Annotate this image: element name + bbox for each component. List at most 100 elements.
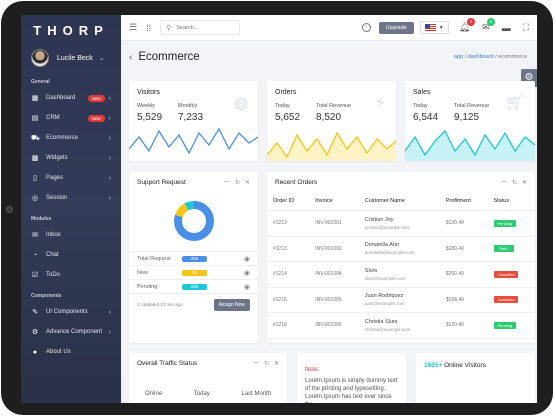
profit-amount: $120.40 <box>439 210 488 237</box>
search-icon: ⚲ <box>166 24 172 32</box>
sales-today-value: 6,544 <box>413 112 439 123</box>
sidebar-item-label: Inbox <box>46 232 61 238</box>
visitors-sparkline <box>129 127 258 155</box>
search-box[interactable]: ⚲ <box>160 20 241 35</box>
info-icon[interactable]: i <box>361 23 371 32</box>
sidebar-item-advance-component[interactable]: ⚙ Advance Component › <box>21 322 121 342</box>
sidebar-item-todo[interactable]: ☑ ToDo <box>21 265 121 285</box>
sidebar-item-ui-components[interactable]: ✎ UI Components › <box>21 302 121 322</box>
back-arrow-icon[interactable]: ‹ <box>129 51 133 63</box>
new-badge: New <box>87 94 105 102</box>
sidebar-item-crm[interactable]: ▤ CRM New › <box>21 108 121 128</box>
breadcrumb: app / dashboard / ecommerce <box>453 54 527 60</box>
breadcrumb-app[interactable]: app <box>453 54 464 60</box>
apps-grid-icon[interactable]: ⁞⁞ <box>146 22 152 33</box>
assign-now-button[interactable]: Assign Now <box>213 298 250 311</box>
sidebar-item-widgets[interactable]: ▩ Widgets › <box>21 148 121 168</box>
minimize-icon[interactable]: — <box>252 360 259 366</box>
table-row[interactable]: #1213 INV-001002 Donatella Arin donatella@e… <box>267 236 535 262</box>
lightning-icon: ⚡︎ <box>374 95 386 112</box>
traffic-today-label: Today <box>193 391 210 397</box>
table-row[interactable]: #1216 INV-001006 Christia Slurs christia@ex… <box>267 312 535 339</box>
sidebar-item-label: About Us <box>46 349 71 355</box>
orders-today-value: 5,652 <box>275 112 301 123</box>
top-bar: ☰ ⁞⁞ ⚲ i Upgrade ▼ 🔔︎ 2 <box>121 15 537 41</box>
notification-count-badge: 2 <box>467 18 476 26</box>
support-row-label: New <box>137 269 149 276</box>
table-row[interactable]: #1215 INV-001005 Juan Rodriquez juan@exampl… <box>267 287 535 313</box>
customer-email: cristian@example.com <box>364 224 411 230</box>
user-profile[interactable]: Lucile Beck ⌄ <box>21 45 121 71</box>
sales-revenue-value: 9,125 <box>454 112 480 123</box>
sales-title: Sales <box>413 89 431 96</box>
sidebar-item-inbox[interactable]: ✉ Inbox <box>21 225 121 245</box>
sidebar-item-dashboard[interactable]: ▦ Dashboard New › <box>21 88 121 108</box>
column-header: Invoice <box>309 192 359 211</box>
sidebar-item-label: UI Components <box>46 309 88 315</box>
refresh-icon[interactable]: ↻ <box>511 180 517 186</box>
sidebar-item-chat[interactable]: ◔ Chat <box>21 245 121 265</box>
customer-cell: Christia Slurs christia@example.com <box>358 312 440 339</box>
sales-sparkline <box>405 129 535 161</box>
order-id: #1212 <box>267 210 310 237</box>
brand-logo[interactable]: THORP <box>33 22 109 38</box>
weekly-label: Weekly <box>137 103 155 109</box>
table-row[interactable]: #1212 INV-001001 Cristian Joy cristian@exam… <box>267 210 535 237</box>
fullscreen-button[interactable]: ⛶ <box>523 22 529 33</box>
status-cell: Pending <box>487 210 535 237</box>
chat-button[interactable]: ▬ <box>502 23 511 33</box>
sidebar-item-pages[interactable]: ▯ Pages › <box>21 168 121 188</box>
eye-icon[interactable]: ◉ <box>243 269 250 277</box>
close-icon[interactable]: ✕ <box>273 361 279 367</box>
customer-name: Slurs <box>364 267 378 274</box>
minimize-icon[interactable]: — <box>223 179 230 185</box>
note-card: Note: Lorem Ipsum is simply dummy text o… <box>297 353 406 403</box>
sidebar-item-session[interactable]: ◎ Session › <box>21 188 121 208</box>
orders-title: Orders <box>275 89 297 96</box>
session-icon: ◎ <box>31 195 39 202</box>
section-components-title: Components <box>31 293 62 299</box>
search-input[interactable] <box>176 24 237 31</box>
chevron-right-icon: › <box>108 154 111 162</box>
orders-card: Orders Today 5,652 Total Revenue 8,520 ⚡… <box>267 81 396 161</box>
breadcrumb-dashboard[interactable]: dashboard <box>467 54 494 60</box>
support-row: Pending 125 ◉ <box>129 279 258 293</box>
sidebar-item-label: Advance Component <box>46 329 103 335</box>
sidebar-item-about-us[interactable]: ● About Us <box>21 342 121 362</box>
eye-icon[interactable]: ◉ <box>243 283 250 291</box>
profit-amount: $120.40 <box>439 312 488 339</box>
close-icon[interactable]: ✕ <box>521 180 527 186</box>
refresh-icon[interactable]: ↻ <box>234 180 240 186</box>
status-cell: Canceled <box>487 287 535 313</box>
main-content: ☰ ⁞⁞ ⚲ i Upgrade ▼ 🔔︎ 2 <box>121 15 537 403</box>
support-row: New 25 ◉ <box>129 265 258 279</box>
traffic-title: Overall Traffic Status <box>137 360 198 367</box>
visitors-card: Visitors Weekly 5,529 Monthly 7,233 ◍ <box>129 81 258 161</box>
menu-toggle-icon[interactable]: ☰ <box>129 22 138 32</box>
recent-orders-card: Recent Orders — ↻ ✕ Order ID Invoice Custo… <box>267 172 535 343</box>
caret-down-icon: ▼ <box>438 24 444 31</box>
sidebar: THORP Lucile Beck ⌄ General ▦ Dashboard Ne… <box>21 15 121 403</box>
app-screen: THORP Lucile Beck ⌄ General ▦ Dashboard Ne… <box>21 15 537 403</box>
language-selector[interactable]: ▼ <box>419 21 449 34</box>
notifications-button[interactable]: 🔔︎ 2 <box>459 18 476 33</box>
customer-email: donatella@example.com <box>364 250 415 256</box>
messages-button[interactable]: ✉ 4 <box>482 18 495 33</box>
globe-icon: ◍ <box>234 95 248 112</box>
chevron-right-icon: › <box>108 114 111 122</box>
customer-email: christia@example.com <box>364 326 411 332</box>
column-header: Profitment <box>439 192 488 211</box>
close-icon[interactable]: ✕ <box>244 180 250 186</box>
recent-orders-title: Recent Orders <box>275 179 318 186</box>
table-row[interactable]: #1214 INV-001004 Slurs slurs@example.com $20… <box>267 261 535 288</box>
refresh-icon[interactable]: ↻ <box>263 361 269 367</box>
sidebar-item-ecommerce[interactable]: ⛟ Ecommerce › <box>21 128 121 148</box>
minimize-icon[interactable]: — <box>500 179 507 185</box>
avatar <box>31 49 49 67</box>
chevron-right-icon: › <box>108 94 111 102</box>
support-row-value: 25 <box>182 269 207 276</box>
message-count-badge: 4 <box>486 18 495 26</box>
upgrade-button[interactable]: Upgrade <box>378 21 414 34</box>
sales-revenue-label: Total Revenue <box>454 103 490 109</box>
eye-icon[interactable]: ◉ <box>243 255 250 263</box>
